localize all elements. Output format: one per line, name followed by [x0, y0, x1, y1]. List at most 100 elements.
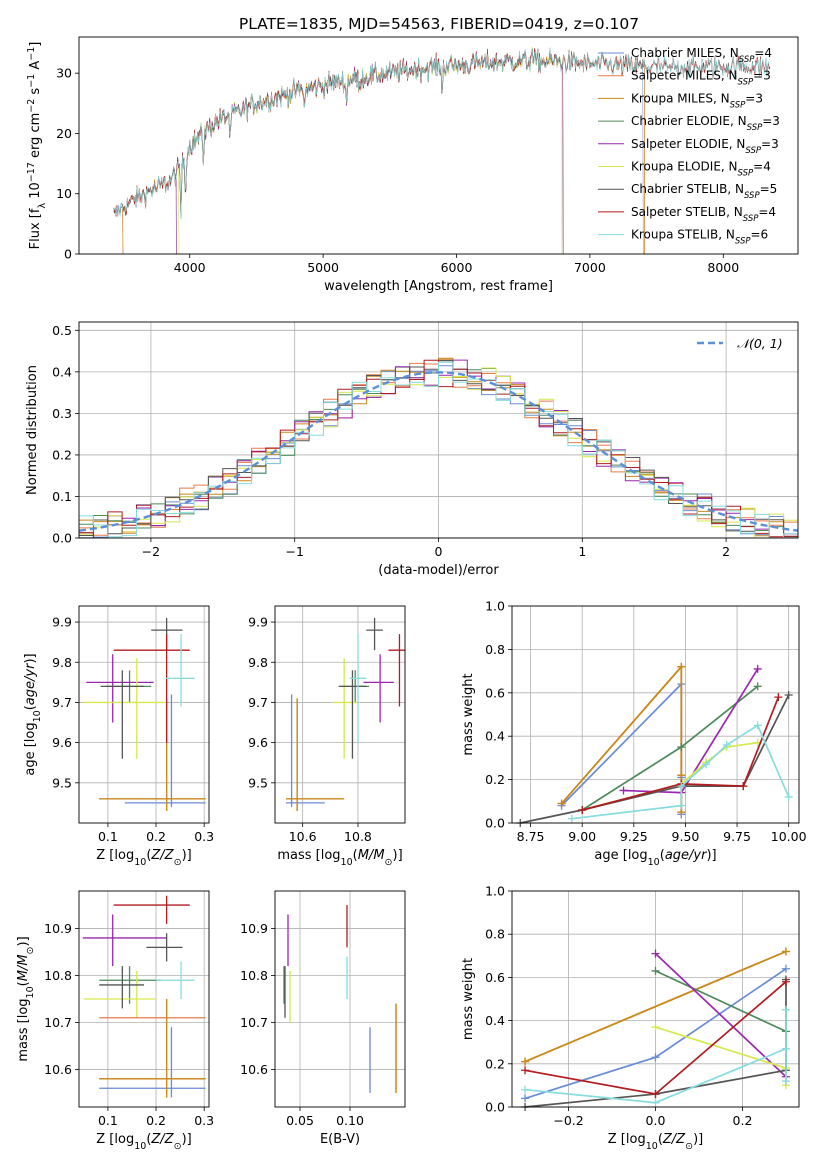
y-tick-label: 0.0	[485, 816, 505, 831]
weight-marker	[521, 1066, 530, 1075]
x-axis-label: (data-model)/error	[378, 563, 499, 578]
y-tick-label: 10.7	[44, 1015, 72, 1030]
weight-marker	[619, 786, 628, 795]
x-tick-label: 10.8	[344, 829, 372, 844]
weight-marker	[784, 792, 793, 801]
legend-entry: Salpeter MILES, NSSP=3	[631, 69, 771, 88]
legend-entry: Chabrier ELODIE, NSSP=3	[631, 114, 780, 133]
legend-entry: Kroupa STELIB, NSSP=6	[631, 228, 768, 247]
y-tick-label: 10.8	[240, 968, 268, 983]
y-tick-label: 0.6	[485, 970, 505, 985]
weight-marker	[677, 662, 686, 671]
axes-frame	[78, 605, 210, 824]
y-tick-label: 0.6	[485, 685, 505, 700]
weight-lines	[521, 947, 790, 1111]
y-tick-label: 0.4	[485, 1013, 505, 1028]
x-tick-label: 8000	[707, 260, 739, 275]
weight-marker	[567, 814, 576, 823]
weight-marker	[578, 805, 587, 814]
histograms	[79, 357, 798, 538]
y-tick-label: 10.9	[240, 921, 268, 936]
y-tick-label: 0.1	[52, 489, 72, 504]
weight-series-line	[655, 970, 787, 1033]
y-tick-label: 0.4	[485, 729, 505, 744]
y-tick-label: 0.4	[52, 364, 72, 379]
y-tick-label: 9.6	[52, 735, 72, 750]
x-axis-label: Z [log10(Z/Z⊙)]	[96, 848, 191, 868]
weight-series-line	[524, 950, 787, 1063]
weight-marker	[753, 721, 762, 730]
x-tick-label: 0	[435, 544, 443, 559]
y-tick-label: 9.8	[52, 655, 72, 670]
x-axis-label: age [log10(age/yr)]	[594, 848, 716, 868]
spectrum-lines	[113, 46, 771, 254]
legend-entry: Salpeter STELIB, NSSP=4	[631, 205, 776, 224]
mass-vs-ebv-panel: 0.05 0.10 10.6 10.7 10.8 10.9 E(B-V)	[240, 890, 406, 1147]
weight-marker	[753, 664, 762, 673]
y-tick-label: 10	[56, 186, 72, 201]
y-tick-label: 0.2	[485, 1056, 505, 1071]
axes-frame	[78, 321, 799, 539]
weight-marker	[781, 947, 790, 956]
weight-lines	[516, 662, 793, 827]
errorbars	[283, 905, 397, 1093]
legend-entry: 𝒩(0, 1)	[737, 336, 783, 351]
mass-weight-vs-age-panel: 8.75 9.00 9.25 9.50 9.75 10.00 0.0 0.2 0.4 0.6 0.8…	[461, 599, 807, 868]
weight-marker	[521, 1057, 530, 1066]
x-tick-label: −2	[142, 544, 160, 559]
y-tick-label: 9.5	[248, 775, 268, 790]
y-tick-label: 9.6	[248, 735, 268, 750]
weight-marker	[651, 1098, 660, 1107]
weight-marker	[781, 1077, 790, 1086]
weight-marker	[722, 740, 731, 749]
x-tick-label: 0.3	[194, 829, 214, 844]
axes-frame	[78, 890, 210, 1108]
weight-series-line	[581, 741, 758, 811]
y-tick-label: 0.0	[52, 531, 72, 546]
x-tick-label: 5000	[307, 260, 339, 275]
y-tick-label: 10.8	[44, 968, 72, 983]
x-axis-label: mass [log10(M/M⊙)]	[277, 848, 402, 868]
y-tick-label: 0.5	[52, 323, 72, 338]
x-tick-label: 0.1	[98, 1113, 118, 1128]
axes-frame	[78, 36, 799, 255]
weight-marker	[557, 799, 566, 808]
legend-entry: Salpeter ELODIE, NSSP=3	[631, 137, 779, 156]
axes-frame	[511, 890, 800, 1108]
y-tick-label: 9.5	[52, 775, 72, 790]
y-tick-label: 1.0	[485, 599, 505, 614]
y-tick-label: 0.0	[485, 1100, 505, 1115]
errorbars	[82, 895, 206, 1098]
weight-marker	[781, 977, 790, 986]
x-axis-label: wavelength [Angstrom, rest frame]	[324, 279, 553, 294]
axes-frame	[511, 605, 800, 824]
x-tick-label: 0.10	[336, 1113, 364, 1128]
axes-frame	[274, 605, 406, 824]
x-tick-label: 0.1	[98, 829, 118, 844]
x-tick-label: 10.00	[771, 829, 807, 844]
histogram-series	[79, 361, 798, 538]
spectrum-series-line	[122, 48, 645, 254]
y-axis-label: age [log10(age/yr)]	[23, 653, 43, 775]
x-tick-label: 6000	[441, 260, 473, 275]
x-tick-label: 0.0	[646, 1113, 666, 1128]
weight-marker	[677, 743, 686, 752]
weight-marker	[677, 771, 686, 780]
y-axis-label: mass weight	[461, 673, 476, 755]
x-tick-label: 0.2	[146, 829, 166, 844]
weight-series-line	[560, 682, 683, 815]
x-tick-label: 9.25	[620, 829, 648, 844]
y-axis-label: Normed distribution	[25, 365, 40, 495]
weight-marker	[781, 1044, 790, 1053]
weight-marker	[781, 964, 790, 973]
age-vs-mass-panel: 10.6 10.8 9.5 9.6 9.7 9.8 9.9 mass [log10(M/M⊙)…	[248, 605, 406, 868]
weight-marker	[739, 782, 748, 791]
weight-marker	[651, 949, 660, 958]
mass-weight-vs-metallicity-panel: −0.2 0.0 0.2 0.0 0.2 0.4 0.6 0.8 1.0 Z [log10(Z/Z…	[461, 884, 800, 1152]
spectrum-series-line	[113, 49, 644, 254]
y-tick-label: 9.7	[52, 695, 72, 710]
y-tick-label: 0.8	[485, 642, 505, 657]
y-tick-label: 20	[56, 126, 72, 141]
y-tick-label: 9.9	[248, 615, 268, 630]
